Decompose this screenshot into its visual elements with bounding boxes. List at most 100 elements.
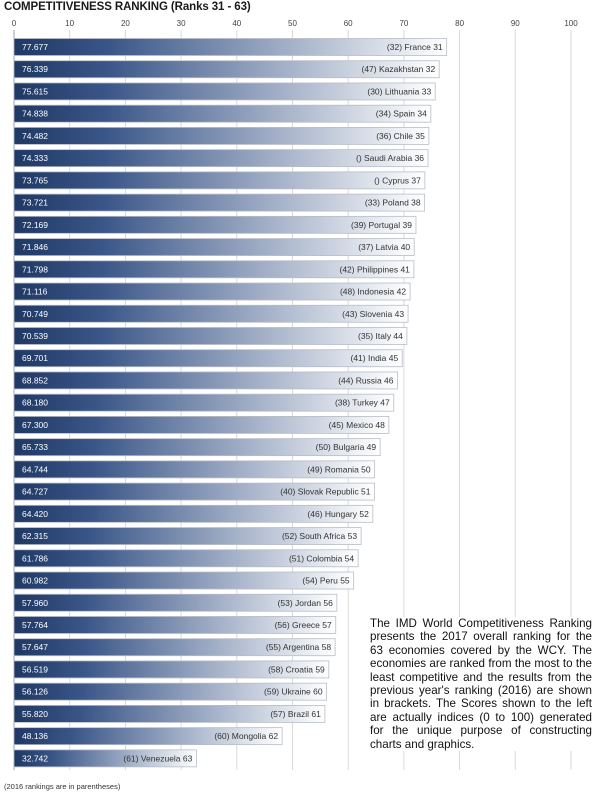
bar-value-label: 55.820 [22, 709, 48, 719]
x-tick-label: 60 [344, 19, 353, 28]
bar-category-label: (43) Slovenia 43 [342, 309, 404, 319]
bar-value-label: 62.315 [22, 531, 48, 541]
bar-category-label: (40) Slovak Republic 51 [280, 487, 371, 497]
bar [13, 482, 375, 501]
bar-category-label: (37) Latvia 40 [358, 242, 410, 252]
bar-value-label: 57.647 [22, 642, 48, 652]
bar [13, 193, 426, 212]
bar-category-label: (49) Romania 50 [307, 464, 371, 474]
bar [13, 727, 283, 746]
bar-category-label: (30) Lithuania 33 [367, 86, 431, 96]
bar-value-label: 74.482 [22, 131, 48, 141]
bar [13, 127, 430, 145]
bar-value-label: 64.727 [22, 487, 48, 497]
bar-value-label: 61.786 [22, 553, 48, 563]
bar [13, 149, 429, 168]
bar-category-label: (57) Brazil 61 [270, 709, 321, 719]
bar-category-label: (42) Philippines 41 [340, 264, 411, 274]
bar [13, 571, 355, 590]
bar-category-label: (47) Kazakhstan 32 [361, 64, 435, 74]
bar [13, 638, 336, 657]
bar [13, 349, 403, 368]
bar-value-label: 57.764 [22, 620, 48, 630]
bar-category-label: (53) Jordan 56 [278, 598, 334, 608]
bar-value-label: 57.960 [22, 598, 48, 608]
bar-category-label: (60) Mongolia 62 [214, 731, 278, 741]
bar-category-label: (34) Spain 34 [376, 109, 427, 119]
bar [13, 282, 411, 301]
bar-category-label: (38) Turkey 47 [335, 398, 390, 408]
bar-value-label: 71.846 [22, 242, 48, 252]
x-tick-label: 80 [455, 19, 464, 28]
bar-category-label: () Cyprus 37 [374, 175, 421, 185]
bar-value-label: 56.519 [22, 664, 48, 674]
bar-value-label: 60.982 [22, 576, 48, 586]
bar-category-label: (36) Chile 35 [376, 131, 425, 141]
bar [13, 705, 326, 723]
bar-category-label: (32) France 31 [387, 42, 443, 52]
bar-value-label: 72.169 [22, 220, 48, 230]
bar [13, 438, 381, 457]
bar-value-label: 74.838 [22, 109, 48, 119]
bar [13, 460, 376, 479]
bar-value-label: 71.798 [22, 264, 48, 274]
bar [13, 527, 362, 545]
bar [13, 38, 448, 56]
bar-category-label: (46) Hungary 52 [307, 509, 369, 519]
bar [13, 304, 409, 323]
bar [13, 238, 415, 256]
x-tick-label: 90 [511, 19, 520, 28]
description-note: The IMD World Competitiveness Ranking pr… [370, 617, 592, 752]
bar-value-label: 64.744 [22, 464, 48, 474]
bar-category-label: (55) Argentina 58 [266, 642, 331, 652]
bar-value-label: 70.749 [22, 309, 48, 319]
bar-category-label: (59) Ukraine 60 [264, 687, 323, 697]
bar-value-label: 77.677 [22, 42, 48, 52]
bar-value-label: 73.765 [22, 175, 48, 185]
bar-value-label: 68.180 [22, 398, 48, 408]
x-tick-label: 30 [177, 19, 186, 28]
bar-value-label: 32.742 [22, 753, 48, 763]
bar [13, 682, 328, 701]
bar-category-label: (48) Indonesia 42 [340, 287, 406, 297]
x-tick-label: 70 [399, 19, 408, 28]
bar [13, 616, 337, 634]
bar-value-label: 70.539 [22, 331, 48, 341]
bar-category-label: (61) Venezuela 63 [123, 753, 192, 763]
bar-value-label: 67.300 [22, 420, 48, 430]
x-tick-label: 20 [121, 19, 130, 28]
bar-category-label: (35) Italy 44 [358, 331, 403, 341]
bar [13, 215, 417, 234]
bar-category-label: (39) Portugal 39 [351, 220, 412, 230]
bar-category-label: (50) Bulgaria 49 [316, 442, 377, 452]
bar-category-label: (56) Greece 57 [275, 620, 332, 630]
bar [13, 749, 197, 768]
bar-category-label: (44) Russia 46 [338, 375, 394, 385]
bar-value-label: 48.136 [22, 731, 48, 741]
bar [13, 549, 359, 568]
x-tick-label: 10 [65, 19, 74, 28]
bar [13, 260, 415, 279]
bar-category-label: (41) India 45 [351, 353, 399, 363]
bar [13, 60, 440, 79]
bar-value-label: 56.126 [22, 687, 48, 697]
bar [13, 327, 408, 345]
bar-value-label: 75.615 [22, 86, 48, 96]
x-tick-label: 50 [288, 19, 297, 28]
bar-value-label: 73.721 [22, 198, 48, 208]
bar-value-label: 74.333 [22, 153, 48, 163]
bar [13, 82, 436, 101]
x-tick-label: 0 [12, 19, 17, 28]
x-tick-label: 40 [232, 19, 241, 28]
bar [13, 660, 330, 679]
bar [13, 371, 398, 390]
bar-value-label: 65.733 [22, 442, 48, 452]
bar-category-label: () Saudi Arabia 36 [356, 153, 424, 163]
bar-category-label: (52) South Africa 53 [282, 531, 357, 541]
footnote: (2016 rankings are in parentheses) [4, 782, 121, 791]
bar-value-label: 68.852 [22, 375, 48, 385]
bar [13, 504, 374, 523]
bar-category-label: (33) Poland 38 [365, 198, 421, 208]
chart-title: COMPETITIVENESS RANKING (Ranks 31 - 63) [4, 1, 251, 13]
